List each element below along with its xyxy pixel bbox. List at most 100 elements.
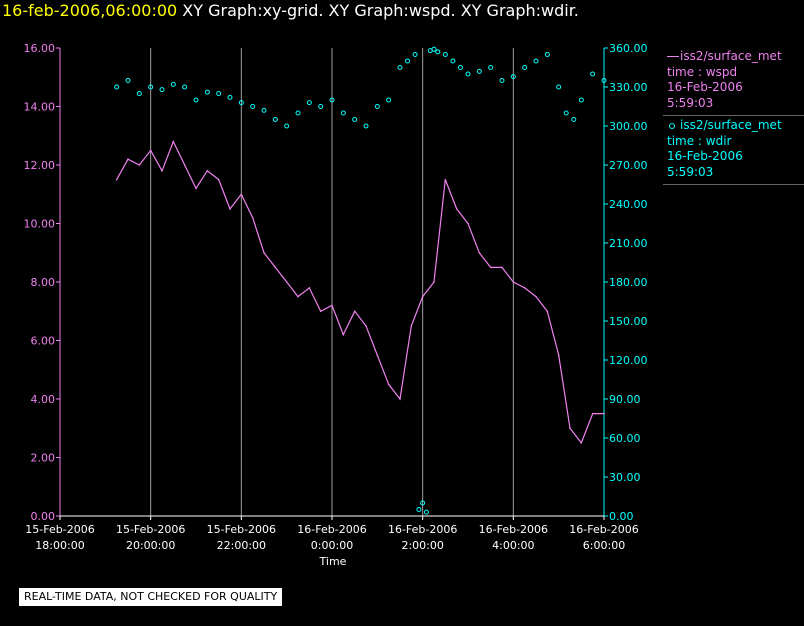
legend-entry-wspd: iss2/surface_met time : wspd 16-Feb-2006… xyxy=(663,47,804,116)
wspd-point xyxy=(557,354,560,356)
wspd-point xyxy=(501,266,503,269)
wspd-point xyxy=(251,216,254,219)
wspd-series-line xyxy=(116,140,604,445)
wdir-point xyxy=(238,100,244,106)
y-left-tick-label: 0.00 xyxy=(31,510,56,523)
legend-wdir-date: 16-Feb-2006 xyxy=(667,149,743,163)
y-right-tick-label: 330.00 xyxy=(609,81,648,94)
x-tick-time: 18:00:00 xyxy=(35,539,84,552)
y-right-tick-label: 180.00 xyxy=(609,276,648,289)
wdir-point xyxy=(412,52,418,57)
wdir-point xyxy=(329,97,335,103)
wspd-point xyxy=(172,140,175,143)
dot-swatch-icon xyxy=(669,122,675,129)
y-right-tick-label: 210.00 xyxy=(609,237,648,250)
y-right-tick-label: 240.00 xyxy=(609,198,648,211)
x-tick-time: 20:00:00 xyxy=(126,539,175,552)
x-tick-time: 22:00:00 xyxy=(217,539,266,552)
y-right-tick-label: 120.00 xyxy=(609,354,648,367)
wspd-point xyxy=(376,354,379,356)
wdir-point xyxy=(533,58,539,64)
y-left-tick-label: 10.00 xyxy=(24,218,56,231)
y-right-tick-label: 60.00 xyxy=(609,432,641,445)
wdir-point xyxy=(431,46,437,52)
wdir-point xyxy=(204,89,210,95)
x-tick-date: 16-Feb-2006 xyxy=(297,523,366,536)
wdir-point xyxy=(114,84,120,90)
wdir-point xyxy=(159,87,165,93)
x-tick-date: 16-Feb-2006 xyxy=(479,523,548,536)
wspd-point xyxy=(365,325,367,327)
x-tick-time: 4:00:00 xyxy=(492,539,534,552)
wdir-point xyxy=(284,123,290,129)
wspd-point xyxy=(387,383,390,386)
legend-wspd-time: 5:59:03 xyxy=(667,95,714,110)
x-tick-date: 16-Feb-2006 xyxy=(388,523,457,536)
wspd-point xyxy=(127,158,129,160)
wspd-point xyxy=(331,304,333,307)
wdir-point xyxy=(488,65,494,70)
wdir-point xyxy=(416,507,422,512)
wspd-point xyxy=(569,427,571,430)
wspd-point xyxy=(138,164,141,166)
wspd-point xyxy=(523,287,526,289)
y-left-tick-label: 12.00 xyxy=(24,159,56,172)
wdir-point xyxy=(563,110,569,116)
wdir-point xyxy=(571,117,577,122)
wdir-point xyxy=(148,84,154,90)
y-left-tick-label: 8.00 xyxy=(31,276,56,289)
wspd-point xyxy=(206,170,209,172)
wdir-point xyxy=(363,123,369,129)
wspd-point xyxy=(433,281,435,283)
x-tick-date: 15-Feb-2006 xyxy=(207,523,276,536)
wdir-point xyxy=(601,78,607,83)
wdir-point xyxy=(556,84,562,90)
legend-entry-wdir: iss2/surface_met time : wdir 16-Feb-2006… xyxy=(663,116,804,185)
wdir-point xyxy=(318,104,324,109)
legend-wspd-date: 16-Feb-2006 xyxy=(667,80,743,94)
y-left-tick-label: 2.00 xyxy=(31,452,56,465)
wspd-point xyxy=(183,164,186,166)
wspd-point xyxy=(342,333,345,336)
wdir-point xyxy=(136,91,142,96)
wdir-point xyxy=(405,58,411,64)
y-right-tick-label: 30.00 xyxy=(609,471,641,484)
wspd-point xyxy=(161,170,163,172)
legend-wspd-var: time : wspd xyxy=(667,64,738,79)
wdir-point xyxy=(170,81,176,87)
y-right-tick-label: 360.00 xyxy=(609,42,648,55)
wdir-point xyxy=(193,97,199,103)
wspd-point xyxy=(421,295,424,298)
y-right-tick-label: 270.00 xyxy=(609,159,648,172)
wspd-point xyxy=(603,412,605,415)
x-tick-time: 6:00:00 xyxy=(583,539,625,552)
wspd-point xyxy=(195,187,197,190)
wspd-point xyxy=(285,281,288,283)
legend: iss2/surface_met time : wspd 16-Feb-2006… xyxy=(663,47,804,185)
wdir-point xyxy=(522,65,528,70)
y-left-tick-label: 16.00 xyxy=(24,42,56,55)
wspd-point xyxy=(240,193,243,196)
wspd-point xyxy=(512,281,515,283)
wspd-point xyxy=(308,287,311,289)
wspd-point xyxy=(229,208,231,210)
wspd-point xyxy=(546,310,549,313)
legend-wspd-name: iss2/surface_met xyxy=(680,49,782,63)
wspd-point xyxy=(399,398,401,400)
wdir-point xyxy=(216,91,222,96)
wdir-point xyxy=(435,49,441,55)
legend-wdir-name: iss2/surface_met xyxy=(680,118,782,132)
wdir-point xyxy=(423,509,429,515)
wspd-point xyxy=(263,251,265,254)
graph-titles: XY Graph:xy-grid. XY Graph:wspd. XY Grap… xyxy=(182,1,579,20)
wdir-point xyxy=(544,52,550,57)
x-axis-label: Time xyxy=(319,555,347,568)
chart-header: 16-feb-2006,06:00:00 XY Graph:xy-grid. X… xyxy=(2,0,579,24)
wdir-point xyxy=(227,94,233,100)
wdir-point xyxy=(420,500,426,506)
legend-wdir-var: time : wdir xyxy=(667,133,732,148)
wspd-point xyxy=(353,310,356,313)
wspd-point xyxy=(591,412,594,415)
quality-note: REAL-TIME DATA, NOT CHECKED FOR QUALITY xyxy=(19,588,283,606)
